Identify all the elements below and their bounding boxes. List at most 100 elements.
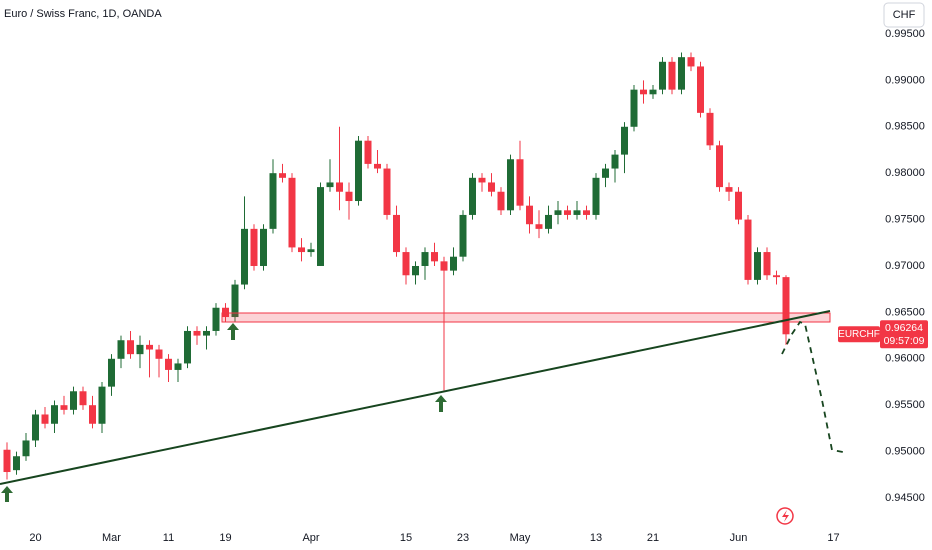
candle-body bbox=[763, 252, 771, 276]
candle-body bbox=[640, 89, 647, 95]
candle-body bbox=[630, 89, 638, 127]
candle-body bbox=[260, 228, 267, 266]
candle-body bbox=[478, 177, 486, 183]
y-tick-label: 0.99000 bbox=[885, 74, 925, 86]
y-tick-label: 0.97000 bbox=[885, 260, 925, 272]
x-tick-label: Mar bbox=[102, 532, 121, 544]
x-tick-label: Apr bbox=[302, 532, 319, 544]
x-tick-label: Jun bbox=[730, 532, 748, 544]
candle-body bbox=[583, 210, 590, 215]
candle-body bbox=[773, 275, 780, 278]
candle-body bbox=[70, 391, 77, 410]
replay-icon[interactable] bbox=[776, 507, 794, 525]
x-tick-label: 19 bbox=[219, 532, 231, 544]
symbol-tag: EURCHF bbox=[838, 329, 880, 340]
candle-body bbox=[146, 344, 153, 350]
candle-body bbox=[735, 191, 742, 220]
candle-body bbox=[336, 182, 343, 192]
candle-body bbox=[706, 112, 714, 146]
countdown-label: 09:57:09 bbox=[884, 335, 925, 347]
candle-body bbox=[155, 349, 163, 359]
y-tick-label: 0.98500 bbox=[885, 121, 925, 133]
candle-body bbox=[573, 210, 581, 215]
candle-body bbox=[526, 205, 533, 225]
candle-body bbox=[744, 219, 752, 280]
candle-body bbox=[421, 252, 429, 266]
candle-body bbox=[431, 252, 438, 262]
x-tick-label: 11 bbox=[163, 532, 174, 544]
candle-body bbox=[136, 344, 144, 355]
candle-body bbox=[222, 307, 229, 318]
candle-body bbox=[98, 386, 106, 424]
y-tick-label: 0.96000 bbox=[885, 353, 925, 365]
y-tick-label: 0.95000 bbox=[885, 446, 925, 458]
candle-body bbox=[108, 358, 115, 387]
x-tick-label: 17 bbox=[827, 532, 839, 544]
candle-body bbox=[611, 154, 619, 169]
candle-body bbox=[725, 187, 733, 192]
candle-body bbox=[659, 61, 666, 90]
candle-body bbox=[32, 414, 39, 441]
candle-body bbox=[678, 57, 685, 90]
candle-body bbox=[117, 340, 125, 359]
candle-body bbox=[13, 456, 20, 471]
candle-body bbox=[621, 126, 628, 155]
candle-body bbox=[554, 210, 562, 215]
candle-body bbox=[545, 214, 552, 229]
candle-body bbox=[440, 261, 448, 271]
symbol-tag-bg bbox=[838, 326, 880, 343]
candle-body bbox=[459, 214, 467, 257]
candle-body bbox=[535, 224, 543, 229]
candle-body bbox=[345, 191, 353, 202]
y-tick-label: 0.95500 bbox=[885, 399, 925, 411]
trend-line bbox=[0, 310, 831, 485]
arrow-up bbox=[435, 395, 447, 412]
candle-body bbox=[754, 252, 761, 280]
y-tick-label: 0.97500 bbox=[885, 213, 925, 225]
candle-body bbox=[564, 210, 571, 215]
candle-body bbox=[79, 391, 87, 406]
projection-path bbox=[781, 320, 844, 453]
candle-body bbox=[41, 414, 49, 424]
candle-body bbox=[469, 177, 476, 215]
candle-body bbox=[250, 228, 258, 266]
icon-ring bbox=[776, 507, 794, 525]
candles bbox=[3, 52, 790, 480]
candle-body bbox=[298, 247, 305, 253]
candle-body bbox=[488, 182, 495, 192]
candle-body bbox=[393, 214, 400, 253]
candle-body bbox=[364, 140, 372, 164]
candle-body bbox=[288, 177, 296, 248]
candle-body bbox=[184, 330, 191, 364]
candle-body bbox=[507, 159, 514, 211]
candle-body bbox=[241, 228, 248, 285]
chart-title: Euro / Swiss Franc, 1D, OANDA bbox=[4, 8, 162, 20]
currency-button[interactable] bbox=[883, 2, 925, 28]
icon-bolt bbox=[782, 510, 789, 522]
candle-body bbox=[592, 177, 600, 215]
candle-body bbox=[317, 187, 324, 266]
candle-body bbox=[307, 249, 315, 253]
candle-body bbox=[212, 307, 220, 331]
candle-body bbox=[668, 61, 676, 90]
currency-label[interactable]: CHF bbox=[893, 9, 916, 21]
x-tick-label: 23 bbox=[457, 532, 469, 544]
y-tick-label: 0.98000 bbox=[885, 167, 925, 179]
y-tick-label: 0.99500 bbox=[885, 28, 925, 40]
candle-body bbox=[127, 340, 134, 355]
candle-body bbox=[383, 168, 391, 215]
candle-body bbox=[497, 191, 505, 211]
candle-body bbox=[374, 163, 381, 169]
candle-body bbox=[516, 159, 524, 206]
x-tick-label: 21 bbox=[647, 532, 659, 544]
x-tick-label: 20 bbox=[29, 532, 41, 544]
candle-body bbox=[203, 330, 210, 336]
candle-body bbox=[165, 358, 172, 370]
candle-body bbox=[231, 284, 239, 318]
candle-body bbox=[22, 440, 30, 457]
arrow-up bbox=[227, 323, 239, 340]
y-tick-label: 0.94500 bbox=[885, 492, 925, 504]
x-tick-label: May bbox=[510, 532, 531, 544]
candle-body bbox=[782, 277, 790, 335]
